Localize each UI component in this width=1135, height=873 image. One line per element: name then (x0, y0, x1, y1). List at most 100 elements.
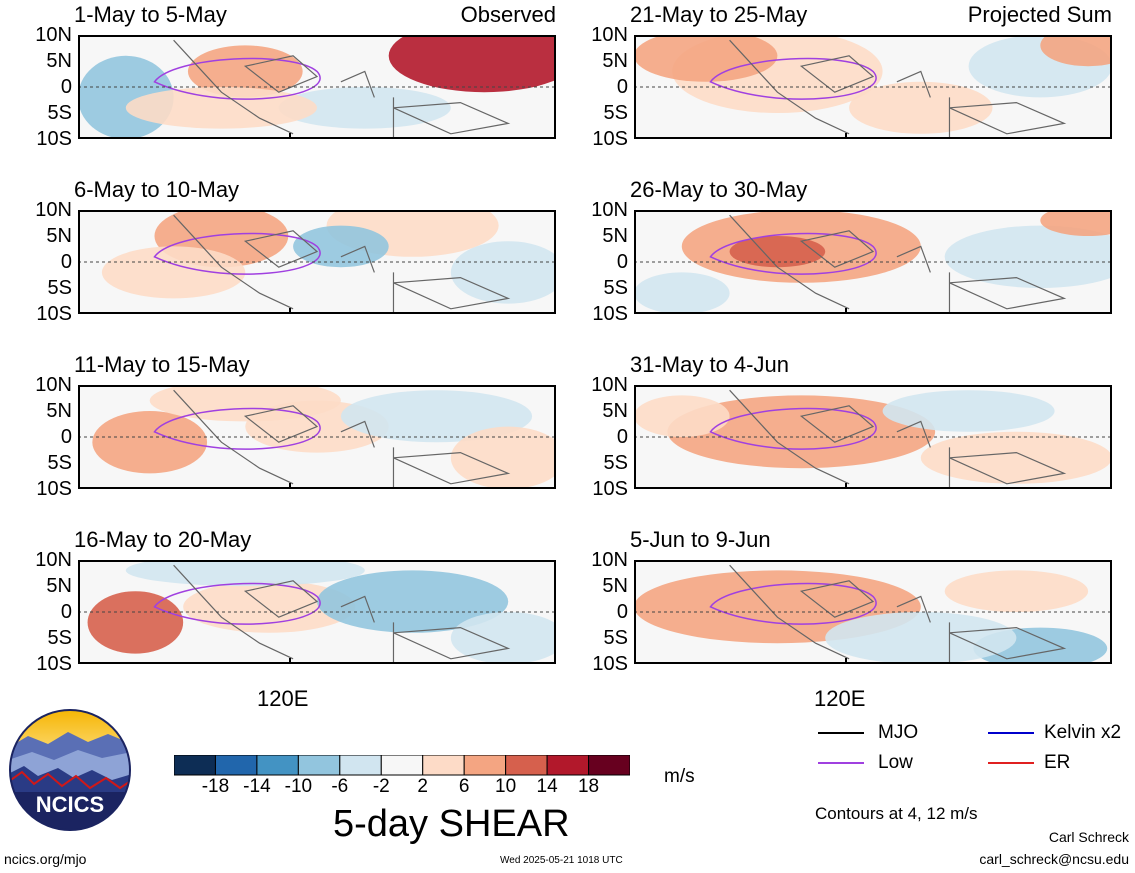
shear-map (78, 210, 556, 314)
panel-frame (78, 560, 556, 664)
x-tick-mark (845, 133, 847, 139)
x-tick-mark (289, 133, 291, 139)
panel-title: 26-May to 30-May (630, 177, 808, 202)
shear-shading (87, 591, 184, 654)
legend-label-mjo: MJO (878, 722, 919, 743)
coastline (173, 389, 511, 489)
colorbar-tick-label: 6 (458, 776, 470, 797)
panel-title: 1-May to 5-May (74, 2, 227, 27)
y-tick-label: 5N (46, 400, 72, 422)
y-tick-label: 10N (35, 549, 72, 571)
y-tick-label: 10S (592, 303, 628, 325)
panel-title: 6-May to 10-May (74, 177, 240, 202)
shear-shading (125, 87, 318, 129)
footer-email: carl_schreck@ncsu.edu (979, 851, 1129, 867)
shear-shading (450, 241, 556, 304)
shear-map (78, 560, 556, 664)
colorbar-swatch (173, 754, 216, 776)
colorbar-tick-label: -2 (372, 776, 390, 797)
footer-timestamp: Wed 2025-05-21 1018 UTC (500, 855, 623, 866)
colorbar-swatch (339, 754, 382, 776)
shear-shading (92, 411, 208, 474)
shear-shading (849, 81, 993, 134)
y-tick-label: 5N (46, 50, 72, 72)
shear-shading (667, 395, 936, 469)
footer-url: ncics.org/mjo (4, 851, 87, 867)
colorbar-swatch (505, 754, 548, 776)
shear-map (634, 560, 1112, 664)
low-contour (153, 582, 321, 625)
shear-shading (101, 246, 246, 299)
x-tick-mark (845, 308, 847, 314)
y-tick-label: 0 (60, 251, 72, 273)
y-tick-label: 10N (591, 24, 628, 46)
panel-title: 16-May to 20-May (74, 527, 252, 552)
shear-shading (634, 35, 778, 82)
y-tick-label: 5S (603, 627, 628, 649)
low-contour (709, 407, 877, 450)
y-tick-label: 5N (46, 225, 72, 247)
coastline (173, 39, 511, 139)
panel-title: 5-Jun to 9-Jun (630, 527, 771, 552)
colorbar-swatch (256, 754, 299, 776)
y-tick-label: 5N (602, 575, 628, 597)
y-tick-label: 0 (616, 601, 628, 623)
coastline (173, 214, 511, 314)
x-tick-mark (845, 483, 847, 489)
coastline (173, 564, 511, 664)
y-tick-label: 10S (36, 303, 72, 325)
y-tick-label: 0 (616, 251, 628, 273)
shear-shading (317, 570, 509, 633)
y-tick-label: 10S (36, 478, 72, 500)
ncics-logo: NCICS (8, 708, 132, 832)
y-tick-label: 5S (47, 627, 72, 649)
y-tick-label: 10N (35, 199, 72, 221)
low-contour (153, 232, 321, 275)
panel-frame (78, 385, 556, 489)
panel-frame (634, 560, 1112, 664)
shear-map (634, 35, 1112, 139)
panel-frame (78, 35, 556, 139)
panel-title: 31-May to 4-Jun (630, 352, 789, 377)
panel-tag: Observed (460, 2, 556, 27)
colorbar-tick-label: 14 (536, 776, 558, 797)
colorbar-swatch (380, 754, 424, 776)
colorbar-tick-label: 10 (495, 776, 517, 797)
low-contour (709, 57, 877, 100)
shear-shading (278, 87, 451, 129)
contour-note: Contours at 4, 12 m/s (815, 804, 978, 823)
y-tick-label: 0 (60, 426, 72, 448)
shear-shading (944, 570, 1089, 612)
shear-shading (388, 35, 556, 93)
panel-frame (78, 210, 556, 314)
coastline (729, 564, 1067, 664)
low-contour (709, 232, 877, 275)
shear-shading (729, 236, 826, 268)
colorbar-tick-label: -6 (331, 776, 349, 797)
y-tick-label: 10S (592, 128, 628, 150)
y-tick-label: 5S (47, 102, 72, 124)
shear-shading (920, 431, 1112, 484)
footer-author: Carl Schreck (1048, 829, 1129, 845)
y-tick-label: 10N (591, 374, 628, 396)
x-tick-mark (289, 308, 291, 314)
shear-shading (187, 45, 303, 98)
colorbar-tick-label: 18 (577, 776, 600, 797)
colorbar-title: 5-day SHEAR (333, 803, 570, 845)
shear-shading (293, 225, 389, 268)
shear-shading (634, 395, 730, 437)
panel-frame (634, 210, 1112, 314)
shear-shading (634, 272, 730, 314)
legend: MJO Kelvin x2 Low ER (818, 722, 1135, 784)
y-tick-label: 10N (35, 374, 72, 396)
coastline (729, 389, 1067, 489)
y-tick-label: 5N (602, 225, 628, 247)
panel-title: 11-May to 15-May (74, 352, 250, 377)
panel-frame (634, 385, 1112, 489)
x-tick-mark (289, 658, 291, 664)
y-tick-label: 10S (36, 653, 72, 675)
shear-shading (450, 612, 556, 664)
colorbar (173, 754, 631, 782)
coastline (729, 214, 1067, 314)
colorbar-swatch (463, 754, 507, 776)
